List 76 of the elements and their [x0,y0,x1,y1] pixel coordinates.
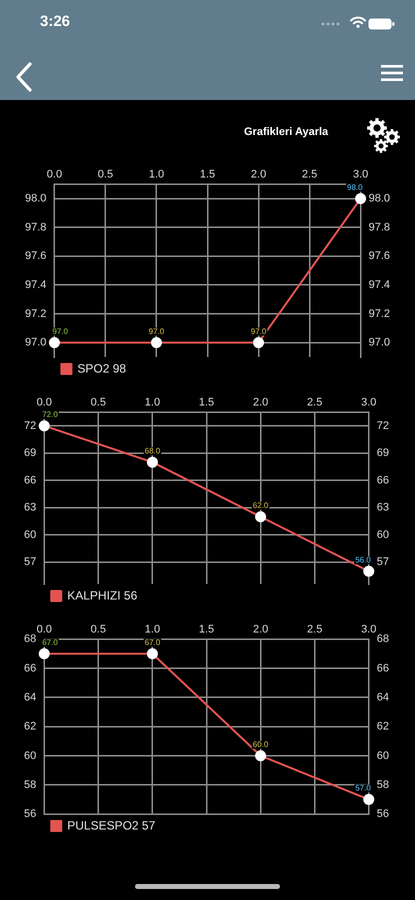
y2-tick-label: 57 [376,556,390,568]
y-tick-label: 62 [24,720,36,733]
y-tick-label: 66 [24,662,36,674]
x-tick-label: 1.5 [198,396,214,409]
data-label: 62.0 [252,500,269,510]
data-label: 67.0 [144,638,161,647]
x-tick-label: 2.5 [307,624,322,636]
y-tick-label: 60 [24,750,36,762]
y2-tick-label: 72 [376,420,390,432]
text: 3:26 [40,13,70,31]
x-tick-label: 0.5 [90,396,106,409]
y2-tick-label: 68 [376,633,390,646]
y2-tick-label: 58 [376,778,390,791]
y-tick-label: 56 [24,808,36,820]
x-tick-label: 2.5 [302,168,318,181]
y-tick-label: 66 [24,474,36,486]
y-tick-label: 98.0 [24,192,46,205]
y-tick-label: 57 [24,556,36,568]
data-label: 97.0 [52,326,69,336]
y-tick-label: 97.2 [24,308,46,320]
y-tick-label: 97.6 [24,250,46,262]
y2-tick-label: 69 [376,447,390,460]
y2-tick-label: 60 [376,528,390,541]
text: Grafikleri Ayarla [244,126,328,140]
x-tick-label: 3.0 [361,396,376,409]
y2-tick-label: 97.6 [368,250,390,262]
legend-label: SPO2 98 [77,361,126,376]
y-tick-label: 68 [24,633,36,646]
x-tick-label: 1.5 [200,168,216,181]
y2-tick-label: 62 [376,720,390,733]
y-tick-label: 97.8 [24,221,46,234]
x-tick-label: 2.0 [250,168,266,181]
x-tick-label: 0.0 [46,168,62,181]
x-tick-label: 3.0 [352,168,368,181]
y2-tick-label: 66 [376,662,390,674]
y-tick-label: 63 [24,502,36,514]
x-tick-label: 1.0 [144,396,160,409]
y2-tick-label: 97.4 [368,279,390,292]
data-label: 68.0 [144,446,161,456]
y-tick-label: 60 [24,528,36,541]
data-label: 67.0 [42,638,58,647]
y2-tick-label: 98.0 [368,192,390,205]
x-tick-label: 1.5 [198,624,214,636]
y2-tick-label: 64 [376,692,390,704]
y2-tick-label: 66 [376,474,390,486]
x-tick-label: 3.0 [361,624,376,636]
y-tick-label: 64 [24,692,36,704]
y-tick-label: 97.0 [24,336,46,349]
data-label: 60.0 [252,740,269,749]
legend-label: KALPHIZI 56 [67,588,138,602]
y-tick-label: 69 [24,447,36,460]
x-tick-label: 2.5 [307,396,322,409]
x-tick-label: 0.0 [36,396,52,409]
y2-tick-label: 97.8 [368,221,390,234]
x-tick-label: 1.0 [144,624,160,636]
data-label: 72.0 [42,410,58,420]
x-tick-label: 1.0 [148,168,164,181]
data-label: 98.0 [347,182,364,192]
y2-tick-label: 97.2 [368,308,390,320]
legend-label: PULSESPO2 57 [67,818,156,832]
data-label: 97.0 [148,326,165,336]
y2-tick-label: 60 [376,750,390,762]
y-tick-label: 97.4 [24,279,46,292]
x-tick-label: 2.0 [252,624,268,636]
x-tick-label: 0.0 [36,624,52,636]
y-tick-label: 58 [24,778,36,791]
data-label: 97.0 [250,326,267,336]
x-tick-label: 0.5 [90,624,106,636]
data-label: 56.0 [355,555,372,564]
y-tick-label: 72 [24,420,36,432]
y2-tick-label: 56 [376,808,390,820]
y2-tick-label: 63 [376,502,390,514]
x-tick-label: 2.0 [252,396,268,409]
x-tick-label: 0.5 [98,168,114,181]
data-label: 57.0 [355,784,372,793]
y2-tick-label: 97.0 [368,336,390,349]
